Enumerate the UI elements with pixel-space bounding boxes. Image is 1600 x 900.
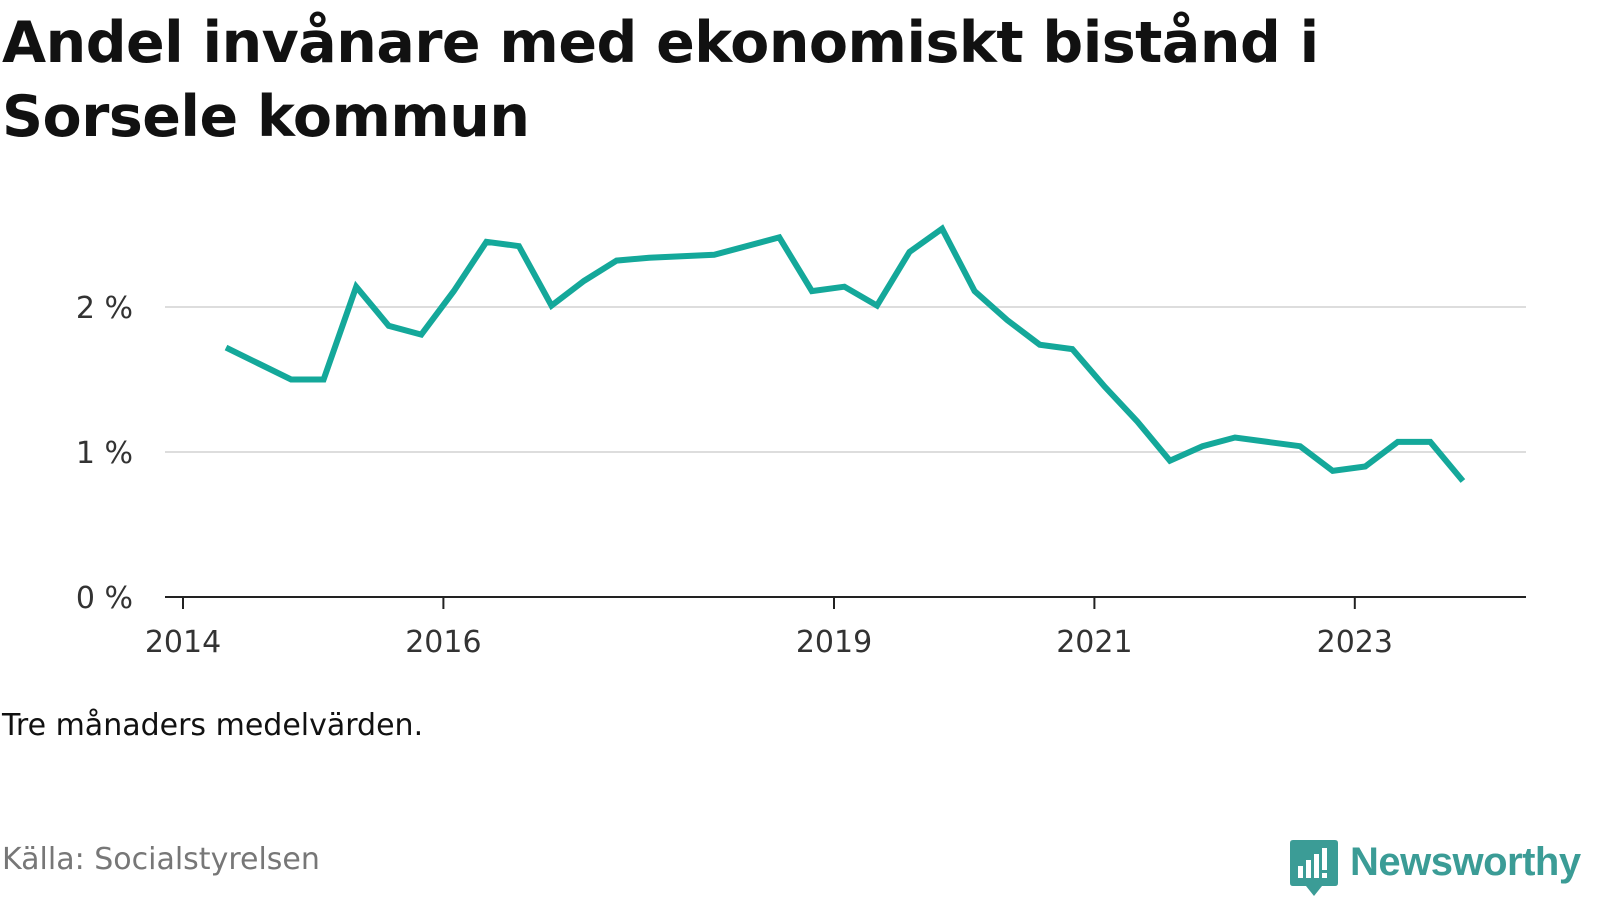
chart-title: Andel invånare med ekonomiskt bistånd i …: [2, 10, 1319, 150]
newsworthy-logo[interactable]: Newsworthy: [1290, 840, 1600, 900]
y-tick-label: 0 %: [76, 581, 133, 616]
series-layer: [224, 224, 1466, 483]
y-tick-label: 1 %: [76, 436, 133, 471]
x-tick-label: 2023: [1317, 625, 1393, 660]
y-axis-labels: 0 % 1 % 2 %: [76, 291, 133, 616]
x-tick-label: 2019: [796, 625, 872, 660]
chart-note: Tre månaders medelvärden.: [2, 708, 424, 743]
brand-name: Newsworthy: [1350, 840, 1581, 884]
bar-chart-speech-bubble-icon: [1290, 840, 1338, 896]
x-axis: 2014 2016 2019 2021 2023: [145, 596, 1526, 660]
series-line: [224, 224, 1466, 483]
x-tick-label: 2014: [145, 625, 221, 660]
x-tick-label: 2016: [405, 625, 481, 660]
source-label: Källa: Socialstyrelsen: [2, 842, 320, 877]
x-tick-label: 2021: [1056, 625, 1132, 660]
y-tick-label: 2 %: [76, 291, 133, 326]
grid-lines: [165, 306, 1526, 453]
